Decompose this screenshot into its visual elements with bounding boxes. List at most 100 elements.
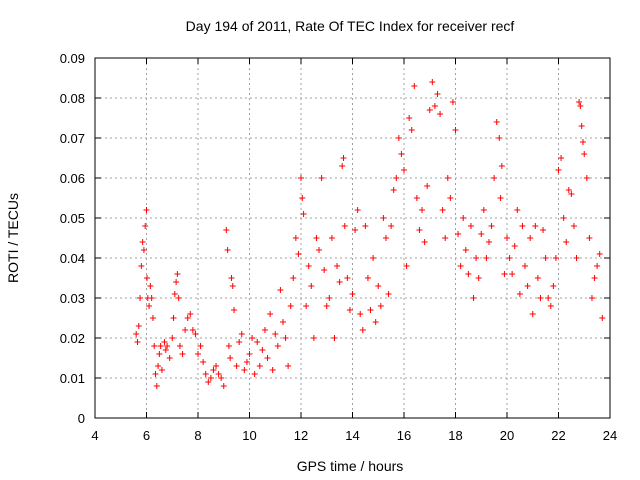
data-point — [189, 327, 196, 333]
data-point — [340, 155, 347, 161]
data-point — [303, 303, 310, 309]
x-tick-label: 14 — [345, 428, 359, 443]
data-point — [519, 223, 526, 229]
data-point — [300, 211, 307, 217]
data-point — [359, 327, 366, 333]
data-point — [274, 343, 281, 349]
data-point — [568, 191, 575, 197]
data-point — [326, 295, 333, 301]
data-point — [437, 111, 444, 117]
data-point — [540, 227, 547, 233]
data-point — [227, 355, 234, 361]
x-tick-label: 24 — [603, 428, 617, 443]
data-point — [161, 339, 168, 345]
data-point — [449, 99, 456, 105]
data-point — [192, 331, 199, 337]
x-tick-label: 4 — [91, 428, 98, 443]
data-point — [158, 367, 165, 373]
y-tick-label: 0.07 — [60, 131, 85, 146]
data-point — [156, 351, 163, 357]
data-point — [364, 275, 371, 281]
data-point — [426, 107, 433, 113]
data-point — [264, 355, 271, 361]
data-point — [179, 351, 186, 357]
x-tick-label: 22 — [551, 428, 565, 443]
data-point — [498, 163, 505, 169]
data-point — [385, 291, 392, 297]
axis-tick-labels: 4 6 8 10 12 14 16 18 20 22 24 0 0.01 0.02 0.03 0.04 0.05… — [60, 51, 618, 443]
y-tick-label: 0 — [78, 411, 85, 426]
data-point — [504, 235, 510, 241]
data-point — [173, 279, 180, 285]
data-point — [431, 103, 438, 109]
y-tick-label: 0.03 — [60, 291, 85, 306]
data-point — [570, 223, 577, 229]
data-point — [142, 223, 149, 229]
data-point — [475, 275, 482, 281]
data-point — [157, 343, 164, 349]
data-point — [462, 247, 469, 253]
data-point — [249, 335, 256, 341]
data-point — [429, 79, 436, 85]
data-point — [576, 99, 583, 105]
data-point — [220, 383, 227, 389]
data-point — [305, 263, 312, 269]
data-point — [496, 135, 503, 141]
data-point — [238, 331, 245, 337]
data-point — [292, 235, 299, 241]
y-tick-label: 0.06 — [60, 171, 85, 186]
data-point — [224, 247, 231, 253]
data-point — [207, 375, 214, 381]
data-point — [591, 275, 598, 281]
data-point — [175, 295, 182, 301]
data-point — [413, 195, 420, 201]
data-point — [583, 175, 590, 181]
data-point — [147, 283, 154, 289]
data-point — [485, 239, 492, 245]
data-point — [153, 383, 160, 389]
data-point — [254, 339, 261, 345]
data-point — [251, 371, 258, 377]
x-tick-label: 6 — [143, 428, 150, 443]
data-point — [197, 343, 204, 349]
data-point — [547, 303, 554, 309]
data-point — [588, 295, 595, 301]
data-point — [176, 343, 183, 349]
y-tick-label: 0.01 — [60, 371, 85, 386]
data-point — [527, 235, 534, 241]
data-point — [213, 363, 220, 369]
data-point — [277, 287, 284, 293]
data-point — [241, 367, 248, 373]
data-point — [344, 275, 351, 281]
data-point — [491, 175, 498, 181]
data-point — [370, 255, 377, 261]
data-point — [506, 255, 513, 261]
data-point — [398, 151, 405, 157]
data-point — [341, 223, 348, 229]
data-point — [465, 271, 472, 277]
data-point — [406, 115, 413, 121]
data-point — [233, 363, 240, 369]
data-point — [395, 135, 402, 141]
data-point — [144, 275, 151, 281]
data-point — [135, 323, 142, 329]
x-axis-title: GPS time / hours — [297, 458, 404, 474]
data-point — [282, 335, 289, 341]
data-point — [501, 271, 508, 277]
data-point — [480, 207, 487, 213]
data-point — [256, 363, 263, 369]
x-tick-label: 18 — [448, 428, 462, 443]
data-point — [285, 363, 292, 369]
data-point — [328, 235, 335, 241]
y-tick-label: 0.04 — [60, 251, 85, 266]
data-point — [416, 227, 423, 233]
data-point — [261, 327, 268, 333]
data-point — [299, 195, 306, 201]
data-point — [164, 343, 171, 349]
data-point — [310, 335, 317, 341]
data-point — [331, 335, 338, 341]
data-point — [439, 207, 446, 213]
data-point — [599, 315, 606, 321]
data-point — [169, 335, 176, 341]
